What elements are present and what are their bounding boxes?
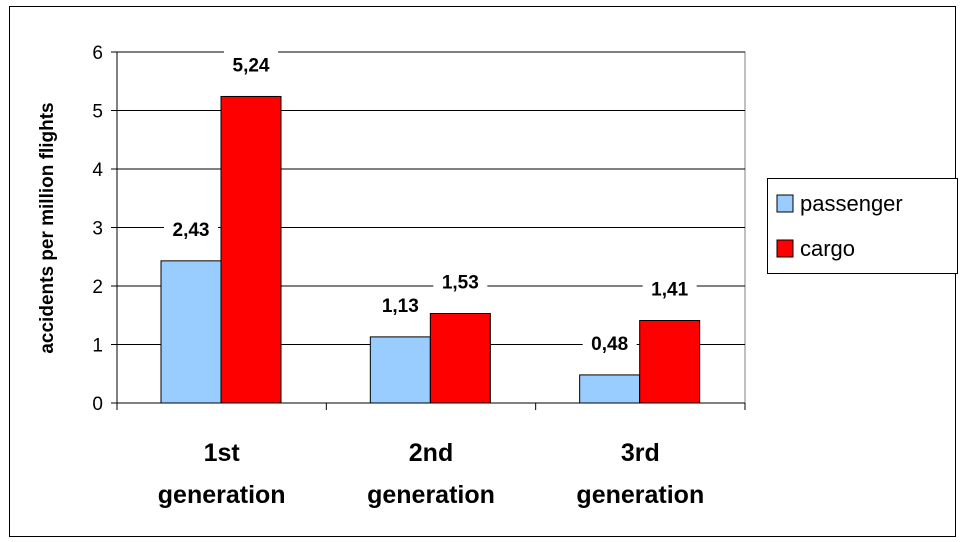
legend-swatch-cargo [776, 239, 794, 258]
data-label-bg [164, 214, 218, 243]
bar-passenger [579, 374, 641, 404]
data-label: 1,53 [442, 272, 479, 293]
y-tick-label: 2 [92, 277, 103, 298]
legend-label: cargo [800, 236, 855, 261]
legend-label: passenger [800, 191, 903, 216]
bar-cargo [220, 95, 282, 404]
bar-passenger [160, 260, 222, 404]
category-label: generation [367, 481, 495, 509]
category-label: 2nd [409, 439, 453, 467]
data-label-bg [224, 50, 278, 79]
y-tick-label: 6 [92, 43, 103, 64]
y-tick-label: 4 [92, 160, 103, 181]
y-tick-label: 3 [92, 219, 103, 240]
data-label-bg [642, 274, 697, 303]
data-label: 2,43 [173, 220, 210, 241]
bar-cargo [429, 312, 491, 404]
data-label-bg [582, 328, 637, 357]
category-label: 1st [204, 439, 241, 467]
y-tick-label: 5 [92, 102, 103, 123]
category-label: generation [576, 481, 704, 509]
y-axis-label: accidents per million flights [37, 102, 58, 353]
bar-passenger [369, 336, 431, 404]
data-label: 0,48 [591, 334, 628, 355]
category-label: 3rd [621, 439, 660, 467]
data-label-bg [373, 290, 428, 319]
legend-swatch-passenger [776, 194, 794, 213]
category-label: generation [158, 481, 286, 509]
data-label: 1,41 [651, 280, 688, 301]
data-label: 1,13 [382, 296, 419, 317]
y-tick-label: 1 [92, 336, 103, 357]
y-tick-label: 0 [92, 394, 103, 415]
legend [767, 178, 958, 274]
bar-cargo [639, 320, 701, 404]
data-label-bg [433, 267, 488, 296]
data-label: 5,24 [233, 55, 270, 76]
